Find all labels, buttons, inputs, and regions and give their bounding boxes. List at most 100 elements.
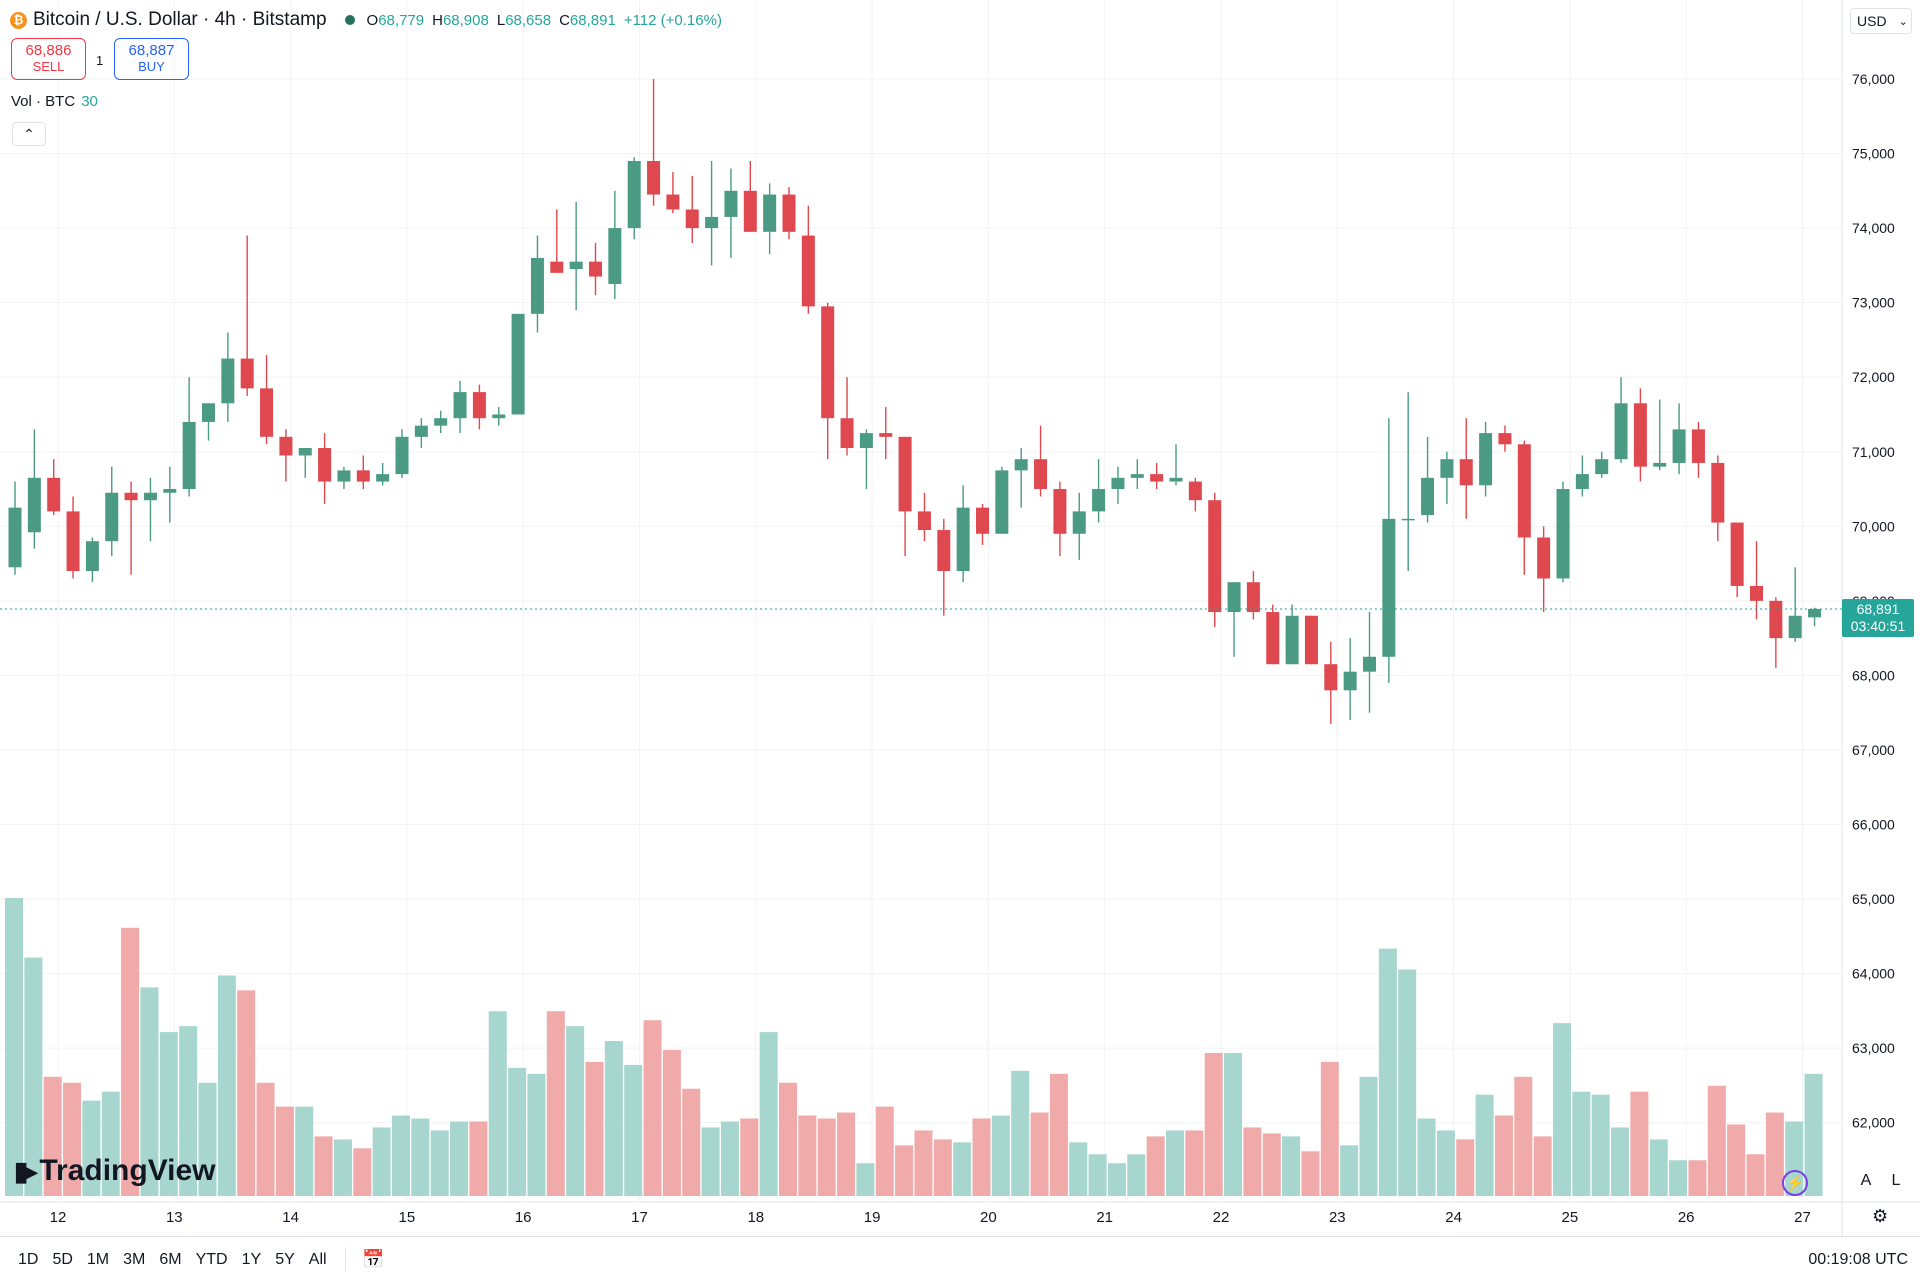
- chevron-down-icon: ⌄: [1898, 15, 1908, 28]
- candle-body: [995, 470, 1009, 534]
- volume-bar: [1398, 969, 1417, 1196]
- candle: [1246, 571, 1260, 620]
- candle: [1672, 403, 1686, 475]
- candle-body: [221, 358, 235, 404]
- x-tick-label: 24: [1445, 1209, 1462, 1226]
- candle-body: [260, 388, 274, 437]
- range-button-3m[interactable]: 3M: [123, 1251, 146, 1268]
- candle: [279, 429, 293, 482]
- volume-bar: [314, 1136, 333, 1196]
- volume-bar: [1475, 1094, 1494, 1196]
- symbol-title[interactable]: Bitcoin / U.S. Dollar · 4h · Bitstamp: [33, 9, 327, 30]
- y-tick-label: 65,000: [1852, 891, 1895, 907]
- last-price: 68,891: [1856, 600, 1900, 617]
- volume-label: Vol · BTC: [11, 93, 76, 110]
- range-button-1d[interactable]: 1D: [18, 1251, 39, 1268]
- volume-legend[interactable]: Vol · BTC 30: [11, 93, 98, 110]
- log-scale-button[interactable]: L: [1891, 1172, 1901, 1189]
- volume-bar: [1243, 1127, 1262, 1196]
- candle: [1169, 444, 1183, 486]
- candle: [27, 429, 41, 549]
- candle-body: [898, 436, 912, 512]
- range-button-1y[interactable]: 1Y: [241, 1251, 262, 1268]
- candle: [550, 209, 564, 273]
- gear-icon[interactable]: ⚙: [1872, 1206, 1889, 1226]
- calendar-icon[interactable]: 📅: [362, 1249, 385, 1269]
- candle-body: [1517, 444, 1531, 538]
- range-button-all[interactable]: All: [308, 1251, 327, 1268]
- candle-body: [1266, 612, 1280, 665]
- low-value: 68,658: [505, 11, 552, 29]
- volume-bar: [1069, 1142, 1088, 1196]
- range-button-ytd[interactable]: YTD: [195, 1251, 228, 1268]
- candle: [202, 403, 215, 441]
- candle-body: [1750, 585, 1763, 601]
- candle-body: [763, 194, 777, 232]
- candle-body: [1711, 462, 1725, 523]
- candle-body: [1788, 615, 1802, 639]
- ohlc-values: O68,779 H68,908 L68,658 C68,891 +112 (+0…: [366, 11, 722, 29]
- range-button-5d[interactable]: 5D: [52, 1251, 73, 1268]
- volume-bar: [1417, 1118, 1436, 1196]
- candle-body: [550, 261, 564, 273]
- range-button-1m[interactable]: 1M: [86, 1251, 110, 1268]
- candle-body: [859, 433, 873, 449]
- candle: [1711, 455, 1725, 542]
- candle: [1072, 492, 1086, 560]
- volume-bar: [1649, 1139, 1668, 1196]
- candle: [472, 384, 486, 430]
- buy-button[interactable]: 68,887 BUY: [114, 38, 189, 80]
- candle-body: [279, 436, 293, 456]
- volume-bar: [469, 1121, 488, 1196]
- y-tick-label: 76,000: [1852, 71, 1895, 87]
- candle-body: [85, 541, 99, 572]
- candle: [66, 496, 80, 579]
- candle: [1730, 522, 1744, 598]
- auto-scale-button[interactable]: A: [1860, 1172, 1872, 1189]
- volume-length: 30: [81, 93, 98, 110]
- candle: [337, 466, 351, 490]
- range-button-6m[interactable]: 6M: [159, 1251, 182, 1268]
- candle: [1208, 492, 1222, 627]
- candle: [530, 235, 544, 333]
- y-tick-label: 73,000: [1852, 295, 1895, 311]
- lightning-icon[interactable]: ⚡: [1782, 1170, 1808, 1196]
- candle: [298, 448, 312, 478]
- volume-bar: [1436, 1130, 1455, 1196]
- range-button-5y[interactable]: 5Y: [275, 1251, 295, 1268]
- sell-button[interactable]: 68,886 SELL: [11, 38, 86, 80]
- candle: [1479, 421, 1493, 497]
- candle: [705, 161, 719, 266]
- volume-bar: [546, 1011, 565, 1196]
- candle: [1788, 567, 1802, 642]
- tradingview-logo[interactable]: ▮▸ TradingView: [14, 1154, 216, 1188]
- candle-body: [240, 358, 254, 389]
- utc-clock[interactable]: 00:19:08 UTC: [1808, 1251, 1908, 1268]
- candle: [666, 172, 680, 214]
- volume-bar: [1301, 1151, 1320, 1196]
- volume-bar: [1340, 1145, 1359, 1196]
- candle: [105, 466, 119, 557]
- volume-bar: [1185, 1130, 1204, 1196]
- currency-selector[interactable]: USD ⌄: [1850, 8, 1912, 34]
- candle-body: [1808, 608, 1822, 618]
- volume-bar: [643, 1020, 662, 1196]
- candle-body: [414, 425, 428, 437]
- candle-body: [879, 433, 893, 437]
- candle-body: [1343, 671, 1357, 691]
- candle-body: [453, 392, 467, 419]
- volume-bar: [1494, 1115, 1513, 1196]
- volume-bar: [1378, 948, 1397, 1196]
- volume-bar: [720, 1121, 739, 1196]
- y-tick-label: 62,000: [1852, 1115, 1895, 1131]
- candle: [1111, 466, 1125, 504]
- sell-label: SELL: [32, 59, 65, 74]
- candle-body: [956, 507, 970, 572]
- volume-bar: [1553, 1023, 1571, 1196]
- volume-bar: [1011, 1070, 1030, 1196]
- price-chart[interactable]: 62,000 63,000 64,000 65,000 66,000 67,000 68,0…: [0, 0, 1920, 1236]
- close-value: 68,891: [569, 11, 616, 29]
- candle-body: [976, 507, 989, 534]
- y-tick-label: 68,000: [1852, 667, 1895, 683]
- collapse-legend-button[interactable]: ⌃: [12, 122, 46, 146]
